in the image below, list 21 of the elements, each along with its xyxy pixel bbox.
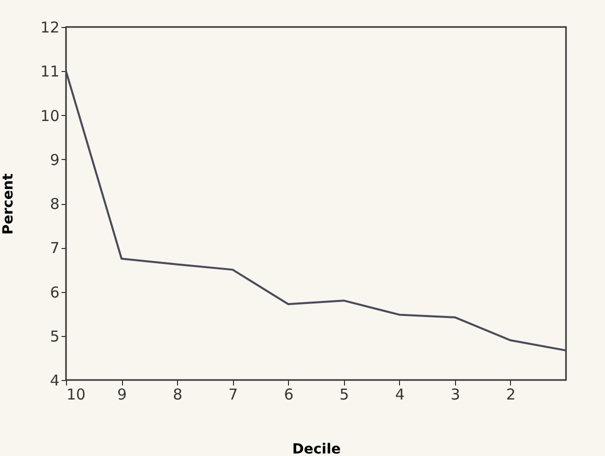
x-tick-label: 8 — [172, 386, 182, 404]
x-tick-label: 4 — [395, 386, 405, 404]
x-tick-label: 10 — [66, 386, 86, 404]
x-tick-label: 3 — [450, 386, 460, 404]
line-series — [65, 70, 567, 352]
y-tick-label: 8 — [50, 195, 60, 213]
x-axis-title: Decile — [292, 442, 341, 456]
y-tick-label: 12 — [40, 18, 60, 36]
y-tick-label: 6 — [50, 283, 60, 302]
y-tick-label: 9 — [50, 150, 60, 169]
x-tick-label: 9 — [117, 386, 127, 404]
x-tick-label: 7 — [228, 386, 238, 404]
y-tick-label: 11 — [40, 62, 60, 81]
y-tick-label: 4 — [50, 372, 60, 390]
y-axis-title: Percent — [0, 173, 16, 235]
x-tick-label: 5 — [340, 386, 350, 404]
y-tick-label: 10 — [40, 106, 60, 125]
x-tick-label: 6 — [284, 386, 294, 404]
x-tick-label: 2 — [506, 386, 516, 404]
y-tick-label: 5 — [50, 327, 60, 346]
y-tick-label: 7 — [50, 239, 60, 258]
